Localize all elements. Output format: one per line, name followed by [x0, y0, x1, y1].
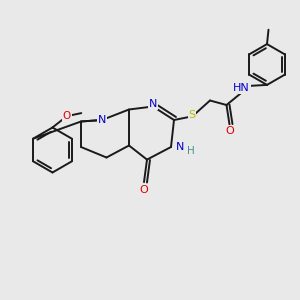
Text: S: S [188, 110, 196, 121]
Text: H: H [187, 146, 194, 156]
Text: N: N [98, 115, 106, 125]
Text: O: O [225, 126, 234, 136]
Text: HN: HN [233, 83, 250, 94]
Text: N: N [149, 99, 157, 109]
Text: N: N [176, 142, 184, 152]
Text: O: O [63, 111, 71, 121]
Text: O: O [140, 184, 148, 195]
